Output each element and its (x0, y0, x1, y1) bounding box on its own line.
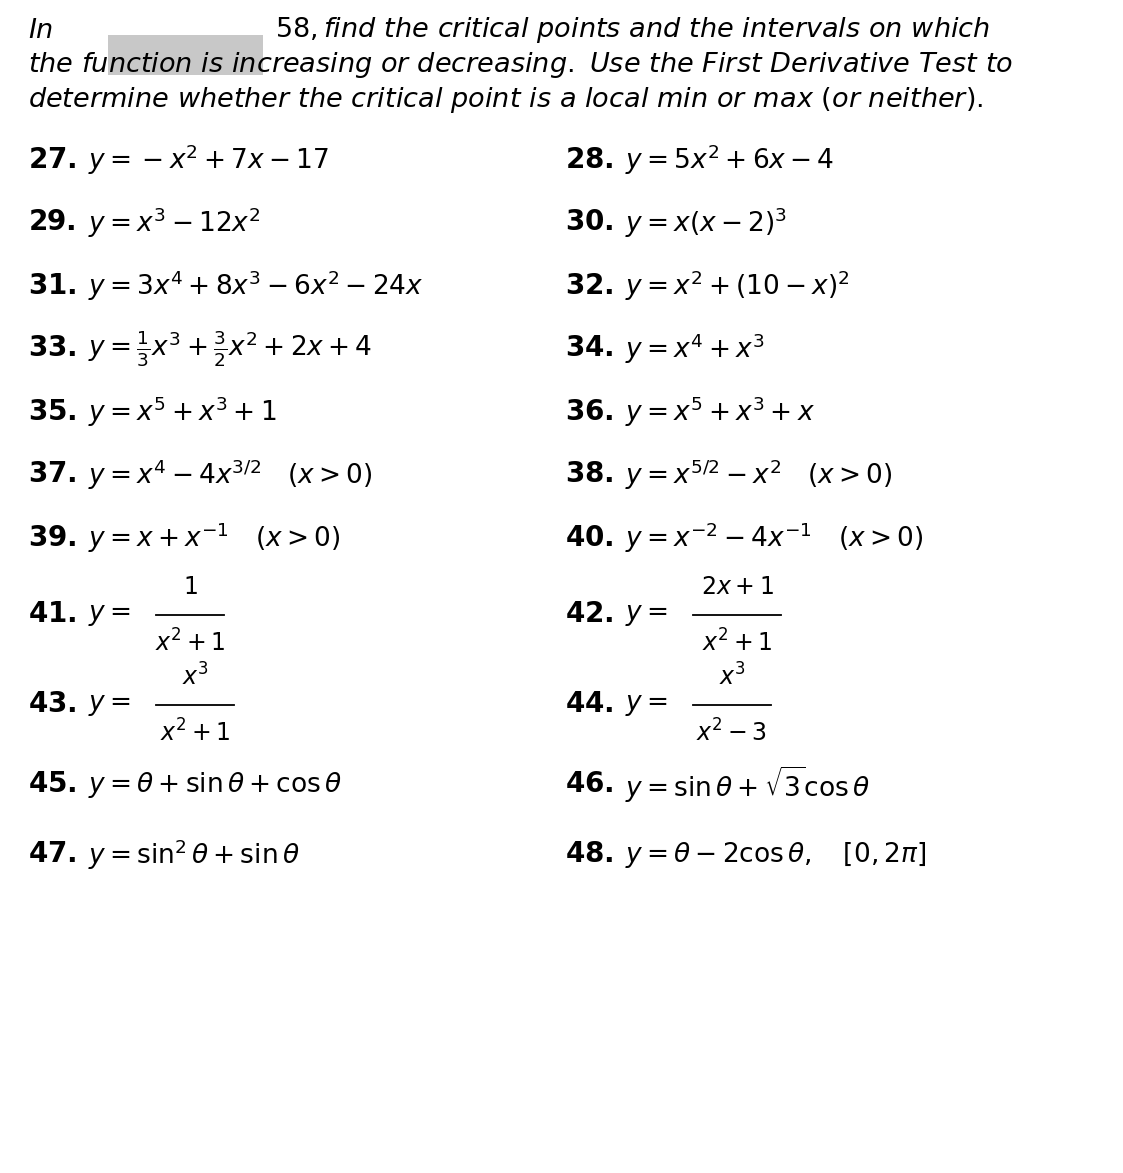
Text: $\mathbf{31.}$: $\mathbf{31.}$ (28, 272, 76, 299)
Text: $y = x(x-2)^3$: $y = x(x-2)^3$ (626, 205, 787, 240)
Text: $\mathbf{33.}$: $\mathbf{33.}$ (28, 335, 76, 362)
Text: $x^2 + 1$: $x^2 + 1$ (702, 630, 773, 657)
Text: $\mathbf{44.}$: $\mathbf{44.}$ (565, 692, 613, 719)
Text: $x^3$: $x^3$ (719, 664, 746, 691)
Text: $y = x^{-2} - 4x^{-1} \quad (x > 0)$: $y = x^{-2} - 4x^{-1} \quad (x > 0)$ (626, 521, 923, 555)
Text: $\mathbf{28.}$: $\mathbf{28.}$ (565, 147, 613, 174)
Text: $y =$: $y =$ (626, 692, 668, 718)
Text: $y = \sin^2\theta + \sin\theta$: $y = \sin^2\theta + \sin\theta$ (88, 838, 300, 873)
Text: $y = x^5 + x^3 + 1$: $y = x^5 + x^3 + 1$ (88, 395, 276, 429)
Text: $\mathit{In}$: $\mathit{In}$ (28, 16, 54, 43)
Text: $y = x^2 + (10-x)^2$: $y = x^2 + (10-x)^2$ (626, 269, 850, 304)
Text: $y = x^4 - 4x^{3/2} \quad (x > 0)$: $y = x^4 - 4x^{3/2} \quad (x > 0)$ (88, 457, 373, 493)
Text: $y = \frac{1}{3}x^3 + \frac{3}{2}x^2 + 2x + 4$: $y = \frac{1}{3}x^3 + \frac{3}{2}x^2 + 2… (88, 328, 372, 369)
Text: $\mathbf{30.}$: $\mathbf{30.}$ (565, 210, 613, 237)
Text: $\mathbf{48.}$: $\mathbf{48.}$ (565, 841, 613, 868)
Text: $y =$: $y =$ (626, 603, 668, 628)
Text: $x^2 + 1$: $x^2 + 1$ (155, 630, 226, 657)
Text: $y = x^4 + x^3$: $y = x^4 + x^3$ (626, 332, 765, 366)
Text: $\mathbf{34.}$: $\mathbf{34.}$ (565, 335, 613, 362)
Text: $y = 5x^2 + 6x - 4$: $y = 5x^2 + 6x - 4$ (626, 143, 834, 177)
Text: $\mathit{determine\ whether\ the\ critical\ point\ is\ a\ local\ min\ or\ max\ (: $\mathit{determine\ whether\ the\ critic… (28, 84, 984, 115)
Text: $\mathbf{47.}$: $\mathbf{47.}$ (28, 841, 76, 868)
Text: $1$: $1$ (183, 576, 198, 598)
Text: $x^2 - 3$: $x^2 - 3$ (696, 719, 767, 746)
Text: $y = 3x^4 + 8x^3 - 6x^2 - 24x$: $y = 3x^4 + 8x^3 - 6x^2 - 24x$ (88, 269, 423, 304)
Text: $y = x + x^{-1} \quad (x > 0)$: $y = x + x^{-1} \quad (x > 0)$ (88, 521, 340, 555)
Text: $x^3$: $x^3$ (182, 664, 209, 691)
Text: $\mathbf{37.}$: $\mathbf{37.}$ (28, 461, 76, 488)
Text: $\mathbf{43.}$: $\mathbf{43.}$ (28, 692, 76, 719)
Text: $\mathbf{38.}$: $\mathbf{38.}$ (565, 461, 613, 488)
Text: $\mathbf{27.}$: $\mathbf{27.}$ (28, 147, 76, 174)
Text: $\mathbf{46.}$: $\mathbf{46.}$ (565, 772, 613, 799)
Text: $y = \sin\theta + \sqrt{3}\cos\theta$: $y = \sin\theta + \sqrt{3}\cos\theta$ (626, 765, 870, 806)
Text: $x^2 + 1$: $x^2 + 1$ (159, 719, 230, 746)
Text: $\mathbf{45.}$: $\mathbf{45.}$ (28, 772, 76, 799)
Text: $\mathbf{35.}$: $\mathbf{35.}$ (28, 399, 76, 426)
Text: $y =$: $y =$ (88, 603, 130, 628)
Text: $\mathbf{32.}$: $\mathbf{32.}$ (565, 272, 613, 299)
Text: $\mathbf{42.}$: $\mathbf{42.}$ (565, 602, 613, 629)
Text: $y = \theta + \sin\theta + \cos\theta$: $y = \theta + \sin\theta + \cos\theta$ (88, 769, 343, 800)
Text: $\mathbf{41.}$: $\mathbf{41.}$ (28, 602, 76, 629)
Text: $y =$: $y =$ (88, 692, 130, 718)
Text: $\mathit{the\ function\ is\ increasing\ or\ decreasing.\ Use\ the\ First\ Deriva: $\mathit{the\ function\ is\ increasing\ … (28, 50, 1013, 80)
Text: $y = -x^2 + 7x - 17$: $y = -x^2 + 7x - 17$ (88, 143, 329, 177)
Text: $\mathbf{36.}$: $\mathbf{36.}$ (565, 399, 613, 426)
Text: $\mathbf{40.}$: $\mathbf{40.}$ (565, 524, 613, 551)
Text: $\mathit{58, find\ the\ critical\ points\ and\ the\ intervals\ on\ which}$: $\mathit{58, find\ the\ critical\ points… (275, 15, 990, 45)
Text: $y = x^{5/2} - x^2 \quad (x > 0)$: $y = x^{5/2} - x^2 \quad (x > 0)$ (626, 457, 893, 493)
Text: $\mathbf{29.}$: $\mathbf{29.}$ (28, 210, 75, 237)
Text: $\mathbf{39.}$: $\mathbf{39.}$ (28, 524, 76, 551)
Text: $y = \theta - 2\cos\theta, \quad [0, 2\pi]$: $y = \theta - 2\cos\theta, \quad [0, 2\p… (626, 840, 926, 870)
Text: $2x + 1$: $2x + 1$ (701, 576, 774, 598)
Text: $y = x^3 - 12x^2$: $y = x^3 - 12x^2$ (88, 205, 261, 240)
Text: $y = x^5 + x^3 + x$: $y = x^5 + x^3 + x$ (626, 395, 815, 429)
FancyBboxPatch shape (108, 35, 263, 75)
